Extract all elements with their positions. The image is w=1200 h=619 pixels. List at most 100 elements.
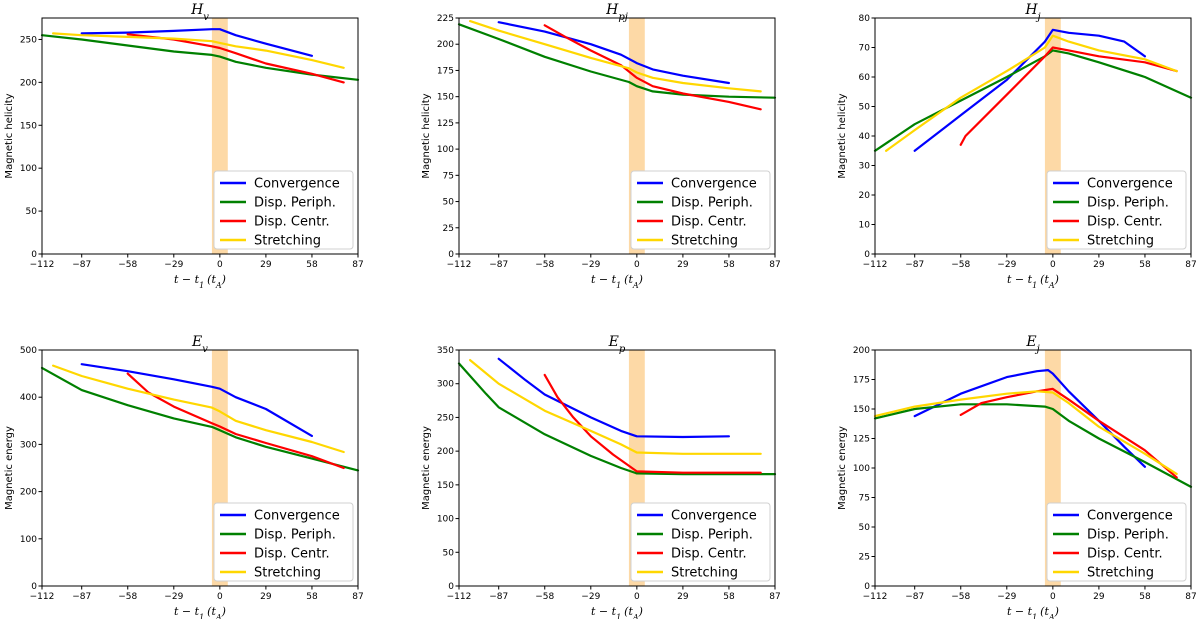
series-line-disp-periph [873, 49, 1193, 152]
series-line-convergence [80, 28, 313, 57]
chart-title-main: H [605, 2, 619, 18]
legend-label: Disp. Periph. [1087, 528, 1169, 543]
y-axis-label: Magnetic energy [4, 426, 15, 510]
series-line-disp-centr [959, 387, 1178, 479]
y-tick-label: 40 [859, 132, 871, 142]
y-tick-label: 125 [437, 119, 454, 129]
chart-title-sub: j [1036, 12, 1041, 23]
series-line-convergence [913, 369, 1146, 468]
series-line-convergence [497, 357, 730, 439]
series-line-stretching [885, 34, 1178, 152]
y-tick-label: 0 [448, 582, 454, 592]
y-tick-label: 100 [437, 145, 454, 155]
x-tick-label: −58 [951, 592, 970, 602]
y-axis-label: Magnetic helicity [837, 93, 848, 178]
chart-title-sub: v [203, 12, 209, 23]
series-line-stretching [469, 359, 762, 455]
y-tick-label: 100 [437, 515, 454, 525]
y-tick-label: 50 [26, 207, 38, 217]
chart-title: Hv [190, 2, 209, 23]
series-line-disp-periph [873, 403, 1193, 488]
x-tick-label: −112 [30, 260, 55, 270]
chart-title-main: H [190, 2, 204, 18]
x-tick-label: −87 [72, 592, 91, 602]
y-tick-label: 0 [864, 582, 870, 592]
x-tick-label: 58 [723, 260, 735, 270]
legend: Convergence Disp. Periph. Disp. Centr. Stre… [1046, 170, 1187, 250]
legend-label: Convergence [671, 509, 757, 524]
chart-title: Ej [1025, 334, 1039, 355]
y-tick-label: 100 [853, 464, 870, 474]
y-tick-label: 60 [859, 73, 871, 83]
x-axis-label: t − t1 (tA) [591, 605, 643, 619]
x-tick-label: 87 [769, 592, 780, 602]
y-tick-label: 300 [20, 440, 37, 450]
legend-label: Convergence [254, 177, 340, 192]
chart-panel-6: −112 −87 −58 −29 0 29 58 87 0 25 50 75 100 125 150 175 2… [837, 334, 1197, 619]
chart-title: Ev [191, 334, 208, 355]
series-line-stretching [469, 20, 762, 93]
axes-frame [41, 349, 359, 587]
x-tick-label: 58 [306, 260, 318, 270]
x-tick-label: −58 [118, 260, 137, 270]
legend-label: Disp. Centr. [671, 215, 747, 230]
x-tick-label: 29 [260, 592, 272, 602]
legend-box [630, 502, 771, 582]
x-axis-label: t − t1 (tA) [1007, 273, 1059, 290]
y-tick-label: 50 [859, 523, 871, 533]
x-tick-label: 29 [677, 592, 689, 602]
legend: Convergence Disp. Periph. Disp. Centr. Stre… [213, 502, 354, 582]
x-tick-label: 58 [723, 592, 735, 602]
series-line-stretching [52, 364, 345, 454]
y-tick-label: 300 [437, 380, 454, 390]
x-tick-label: 87 [769, 260, 780, 270]
y-tick-label: 50 [859, 103, 871, 113]
chart-title-sub: j [1035, 344, 1040, 355]
legend-box [213, 502, 354, 582]
x-tick-label: −29 [164, 260, 183, 270]
x-tick-label: −87 [905, 592, 924, 602]
x-tick-label: −112 [447, 260, 472, 270]
legend-label: Disp. Periph. [671, 528, 753, 543]
x-tick-label: −87 [489, 260, 508, 270]
y-tick-label: 200 [20, 488, 37, 498]
x-tick-label: 87 [1185, 592, 1196, 602]
x-tick-label: −29 [581, 592, 600, 602]
y-tick-label: 500 [20, 346, 37, 356]
chart-title-main: E [191, 334, 202, 350]
y-tick-label: 30 [859, 162, 871, 172]
y-axis-label: Magnetic energy [837, 426, 848, 510]
x-tick-label: −87 [489, 592, 508, 602]
legend-label: Stretching [671, 566, 738, 581]
legend: Convergence Disp. Periph. Disp. Centr. Stre… [213, 170, 354, 250]
legend-label: Stretching [254, 566, 321, 581]
legend-label: Convergence [1087, 509, 1173, 524]
chart-title-main: E [1025, 334, 1036, 350]
y-tick-label: 125 [853, 435, 870, 445]
series-line-disp-periph [40, 34, 360, 81]
y-tick-label: 75 [443, 171, 454, 181]
y-tick-label: 150 [853, 405, 870, 415]
chart-title-sub: pj [618, 12, 628, 23]
legend-label: Stretching [671, 234, 738, 249]
y-tick-label: 250 [437, 413, 454, 423]
y-tick-label: 200 [437, 40, 454, 50]
x-tick-label: −58 [535, 260, 554, 270]
chart-title-sub: v [202, 344, 208, 355]
x-tick-label: 87 [352, 592, 363, 602]
series-line-convergence [80, 363, 313, 437]
series-line-disp-centr [959, 46, 1178, 146]
series-line-stretching [52, 32, 345, 69]
legend-label: Disp. Periph. [254, 196, 336, 211]
chart-panel-5: −112 −87 −58 −29 0 29 58 87 0 50 100 150 200 250 300 35… [421, 334, 781, 619]
x-axis-label: t − t1 (tA) [174, 273, 226, 290]
x-tick-label: 0 [1050, 260, 1056, 270]
chart-title-main: H [1024, 2, 1038, 18]
x-tick-label: −58 [535, 592, 554, 602]
chart-panel-2: −112 −87 −58 −29 0 29 58 87 0 25 50 75 100 125 150 175 2… [421, 2, 781, 290]
y-tick-label: 50 [443, 548, 455, 558]
chart-title: Hj [1024, 2, 1040, 23]
x-tick-label: 87 [1185, 260, 1196, 270]
x-tick-label: 0 [634, 260, 640, 270]
legend: Convergence Disp. Periph. Disp. Centr. Stre… [630, 502, 771, 582]
